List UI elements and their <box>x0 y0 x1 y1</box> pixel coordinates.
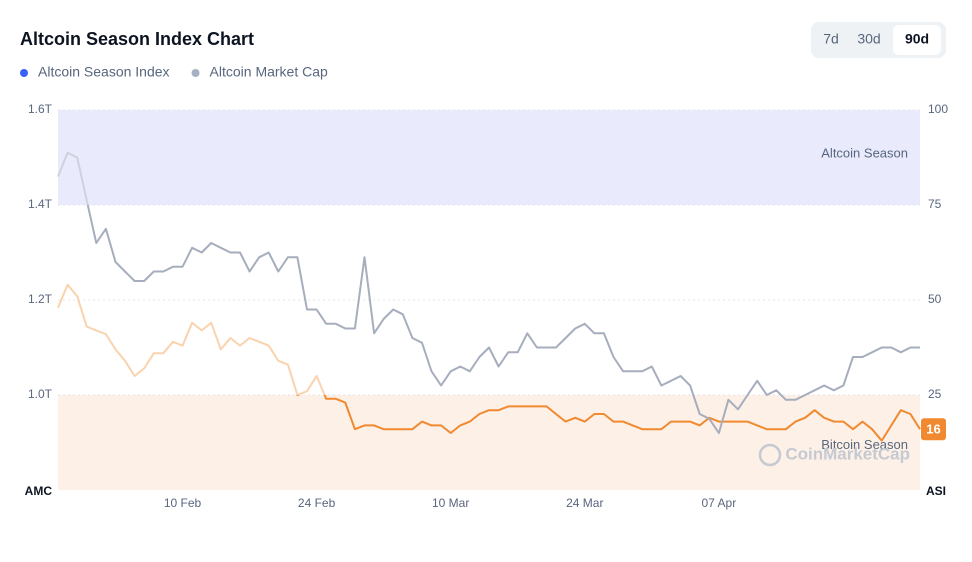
legend-label: Altcoin Season Index <box>38 64 170 80</box>
y-tick-label: 1.0T <box>28 387 53 401</box>
x-tick-label: 24 Mar <box>566 496 603 510</box>
series-line <box>57 151 920 434</box>
legend-dot <box>20 69 28 77</box>
y2-tick-label: 100 <box>928 102 948 116</box>
y2-tick-label: 75 <box>928 197 942 211</box>
y2-tick-label: 50 <box>928 292 942 306</box>
y-axis-label: AMC <box>25 484 53 498</box>
y-tick-label: 1.2T <box>28 292 53 306</box>
series-line <box>57 283 921 442</box>
x-tick-label: 07 Apr <box>702 496 737 510</box>
x-tick-label: 10 Feb <box>164 496 202 510</box>
legend-dot <box>191 69 200 77</box>
legend-label: Altcoin Market Cap <box>210 64 328 80</box>
range-button-active <box>893 25 941 55</box>
watermark-logo <box>758 443 782 467</box>
season-band <box>58 110 920 205</box>
latest-value: 16 <box>926 422 940 437</box>
band-label: Bitcoin Season <box>821 437 908 452</box>
range-button[interactable]: 90d <box>905 31 929 47</box>
range-button[interactable]: 30d <box>857 31 880 47</box>
y2-tick-label: 25 <box>928 387 942 401</box>
latest-badge <box>921 418 946 441</box>
chart-title: Altcoin Season Index Chart <box>20 29 254 49</box>
y-tick-label: 1.6T <box>28 102 53 116</box>
range-button[interactable]: 7d <box>823 31 839 47</box>
y-tick-label: 1.4T <box>28 197 53 211</box>
x-tick-label: 10 Mar <box>432 496 469 510</box>
y2-axis-label: ASI <box>926 484 946 498</box>
watermark: CoinMarketCap <box>785 444 910 463</box>
band-label: Altcoin Season <box>821 145 908 160</box>
x-tick-label: 24 Feb <box>298 496 336 510</box>
